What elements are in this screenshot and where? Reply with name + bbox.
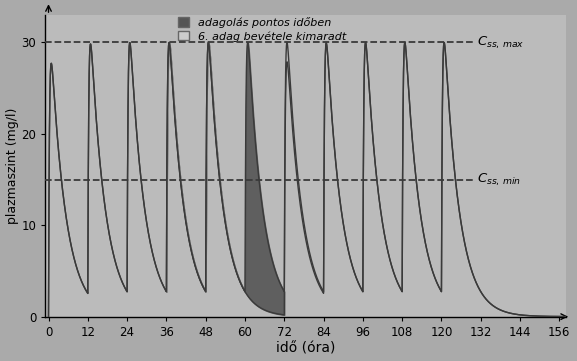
Text: $\mathit{C}_{ss,\,max}$: $\mathit{C}_{ss,\,max}$ <box>478 34 525 51</box>
Text: $\mathit{C}_{ss,\,min}$: $\mathit{C}_{ss,\,min}$ <box>478 171 522 188</box>
Y-axis label: plazmaszint (mg/l): plazmaszint (mg/l) <box>6 108 18 224</box>
X-axis label: idő (óra): idő (óra) <box>276 342 335 356</box>
Legend: adagolás pontos időben, 6. adag bevétele kimaradt: adagolás pontos időben, 6. adag bevétele… <box>176 14 349 44</box>
